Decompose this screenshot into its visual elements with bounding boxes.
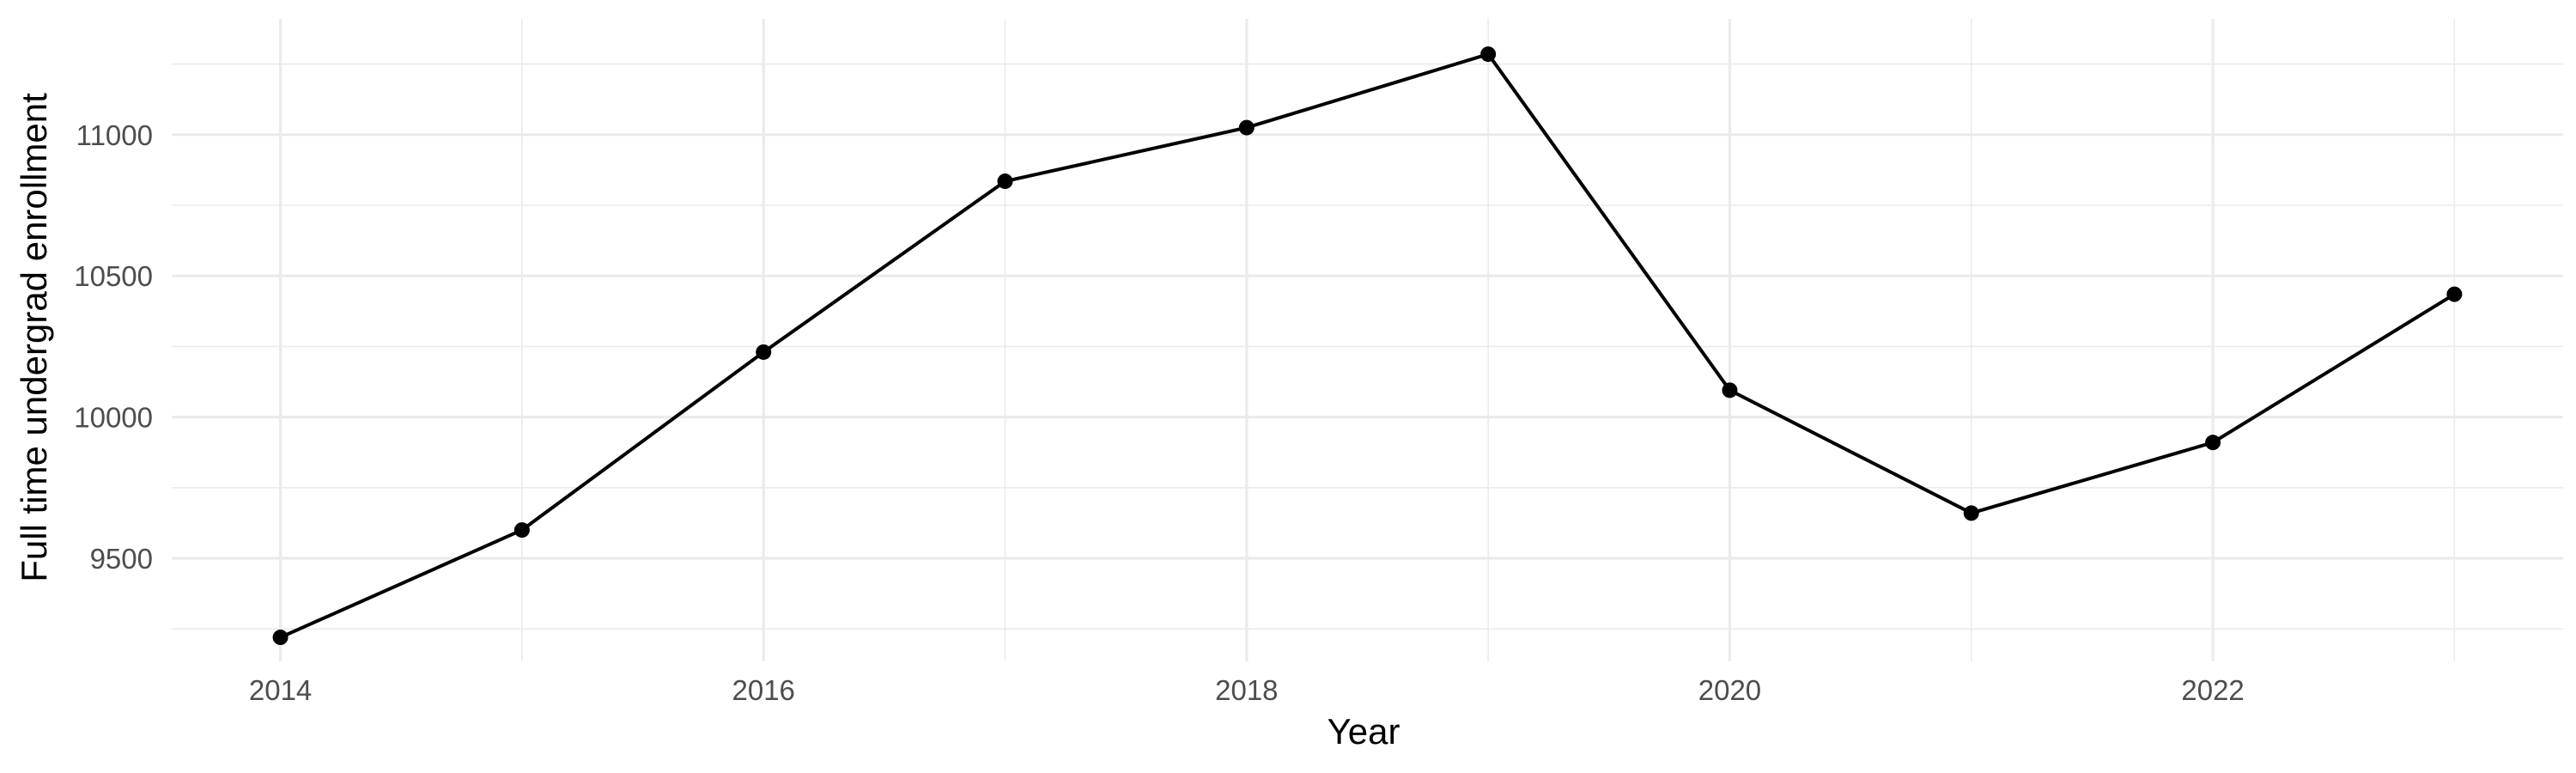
major-gridlines [172, 19, 2563, 661]
y-tick-label: 10500 [74, 260, 153, 292]
data-point [1238, 119, 1255, 136]
x-tick-label: 2020 [1698, 674, 1761, 706]
x-axis-title: Year [1327, 711, 1400, 752]
series-line [279, 52, 2456, 639]
y-axis-tick-labels: 9500 10000 10500 11000 [74, 119, 153, 575]
data-point [756, 344, 772, 360]
data-point [272, 630, 289, 646]
data-point [1963, 505, 1979, 521]
data-point [1722, 382, 1738, 399]
data-point [1480, 46, 1497, 63]
data-point [2205, 435, 2221, 451]
x-tick-label: 2022 [2181, 674, 2244, 706]
y-axis-title: Full time undergrad enrollment [14, 93, 54, 582]
minor-gridlines [172, 19, 2563, 661]
series-layer [279, 52, 2456, 639]
points-layer [272, 46, 2463, 646]
data-point [997, 173, 1013, 190]
x-tick-label: 2018 [1215, 674, 1278, 706]
x-tick-label: 2014 [249, 674, 312, 706]
data-point [2446, 286, 2463, 302]
y-tick-label: 9500 [90, 543, 153, 575]
y-tick-label: 11000 [76, 119, 153, 151]
data-point [513, 522, 530, 539]
x-axis-tick-labels: 2014 2016 2018 2020 2022 [249, 674, 2245, 706]
y-tick-label: 10000 [74, 402, 153, 434]
x-tick-label: 2016 [732, 674, 795, 706]
